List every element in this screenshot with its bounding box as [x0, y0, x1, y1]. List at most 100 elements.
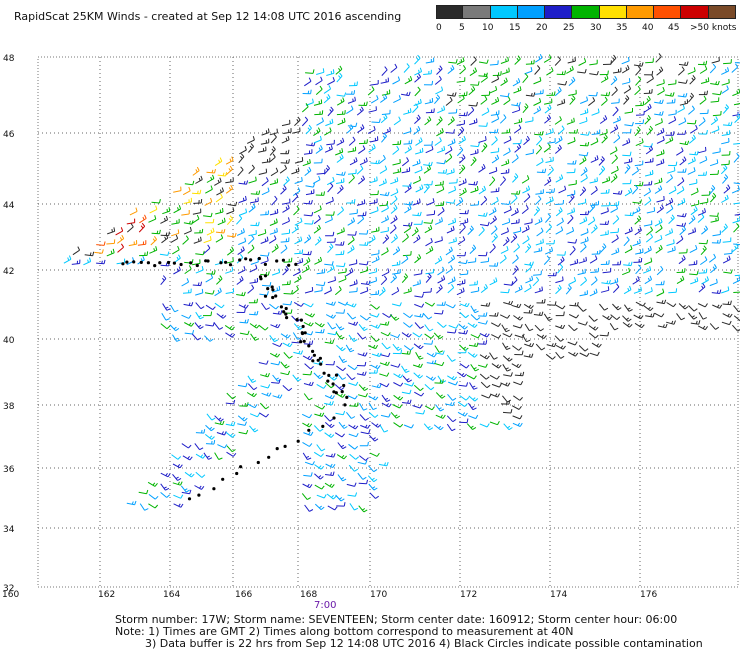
wind-barb	[665, 131, 675, 136]
wind-barbs	[63, 53, 740, 513]
wind-barb	[325, 453, 336, 458]
wind-barb	[500, 288, 510, 294]
wind-barb	[556, 217, 564, 227]
wind-barb	[268, 235, 277, 244]
wind-barb	[436, 301, 446, 306]
wind-barb	[117, 243, 125, 253]
wind-barb	[402, 322, 413, 328]
wind-barb	[347, 96, 356, 104]
wind-barb	[346, 312, 357, 320]
wind-barb	[534, 130, 544, 136]
wind-barb	[623, 261, 633, 267]
wind-barb	[590, 200, 600, 206]
wind-barb	[545, 246, 554, 255]
wind-barb	[468, 101, 478, 107]
wind-barb	[644, 157, 654, 164]
wind-barb	[709, 192, 717, 203]
contamination-circle	[295, 318, 299, 322]
wind-barb	[722, 237, 732, 243]
wind-barb	[701, 191, 711, 196]
wind-barb	[731, 185, 740, 194]
wind-barb	[346, 105, 354, 115]
wind-barb	[348, 432, 359, 438]
wind-barb	[666, 174, 674, 184]
wind-barb	[632, 184, 639, 195]
wind-barb	[315, 85, 323, 95]
wind-barb	[632, 239, 641, 247]
wind-barb	[147, 481, 158, 487]
wind-barb	[424, 224, 433, 234]
wind-barb	[666, 98, 676, 104]
wind-barb	[414, 73, 422, 83]
wind-barb	[590, 186, 598, 196]
wind-barb	[414, 303, 425, 308]
wind-barb	[415, 184, 424, 193]
wind-barb	[677, 168, 687, 173]
wind-barb	[368, 402, 377, 411]
wind-barb	[699, 95, 707, 105]
wind-barb	[435, 414, 446, 419]
contamination-circle	[279, 305, 283, 309]
wind-barb	[424, 324, 434, 332]
wind-barb	[709, 278, 718, 287]
wind-barb	[195, 175, 203, 184]
wind-barb	[567, 214, 574, 225]
wind-barb	[424, 333, 435, 339]
wind-barb	[624, 121, 634, 127]
wind-barb	[434, 345, 444, 353]
wind-barb	[491, 96, 500, 105]
wind-barb	[646, 207, 656, 214]
wind-barb	[226, 207, 235, 215]
wind-barb	[503, 423, 513, 431]
wind-barb	[326, 264, 335, 273]
wind-barb	[414, 54, 421, 65]
wind-barb	[358, 145, 366, 155]
wind-barb	[655, 53, 662, 63]
wind-barb	[403, 287, 412, 294]
wind-barb	[445, 153, 453, 163]
wind-barb	[195, 250, 205, 256]
wind-barb	[477, 320, 488, 325]
wind-barb	[632, 275, 640, 285]
wind-barb	[511, 190, 521, 195]
wind-barb	[403, 312, 413, 319]
wind-barb	[269, 208, 279, 216]
wind-barb	[370, 364, 381, 370]
wind-barb	[512, 227, 522, 234]
wind-barb	[503, 147, 511, 156]
wind-barb	[722, 104, 729, 114]
wind-barb	[302, 250, 312, 256]
wind-barb	[282, 300, 293, 306]
wind-barb	[609, 277, 619, 285]
wind-barb	[357, 124, 365, 134]
wind-barb	[624, 164, 631, 174]
wind-barb	[294, 236, 303, 245]
wind-barb	[183, 197, 192, 204]
wind-barb	[457, 401, 468, 408]
wind-barb	[524, 66, 533, 75]
wind-barb	[525, 263, 533, 273]
contamination-circle	[302, 339, 306, 343]
wind-barb	[613, 134, 621, 144]
wind-barb	[492, 71, 502, 76]
wind-barb	[567, 239, 578, 244]
wind-barb	[602, 267, 612, 274]
wind-barb	[261, 128, 270, 136]
wind-barb	[599, 129, 608, 136]
wind-barb	[709, 170, 719, 175]
wind-barb	[500, 77, 508, 87]
wind-barb	[666, 302, 677, 308]
wind-barb	[654, 99, 664, 104]
wind-barb	[261, 177, 269, 187]
wind-barb	[721, 78, 730, 86]
wind-barb	[568, 89, 577, 96]
wind-barb	[358, 323, 368, 332]
wind-barb	[291, 167, 300, 175]
wind-barb	[294, 116, 301, 127]
wind-barb	[446, 225, 455, 234]
wind-barb	[733, 315, 740, 322]
wind-barb	[459, 270, 469, 276]
wind-barb	[359, 260, 369, 266]
wind-barb	[448, 324, 459, 329]
wind-barb	[470, 142, 480, 148]
